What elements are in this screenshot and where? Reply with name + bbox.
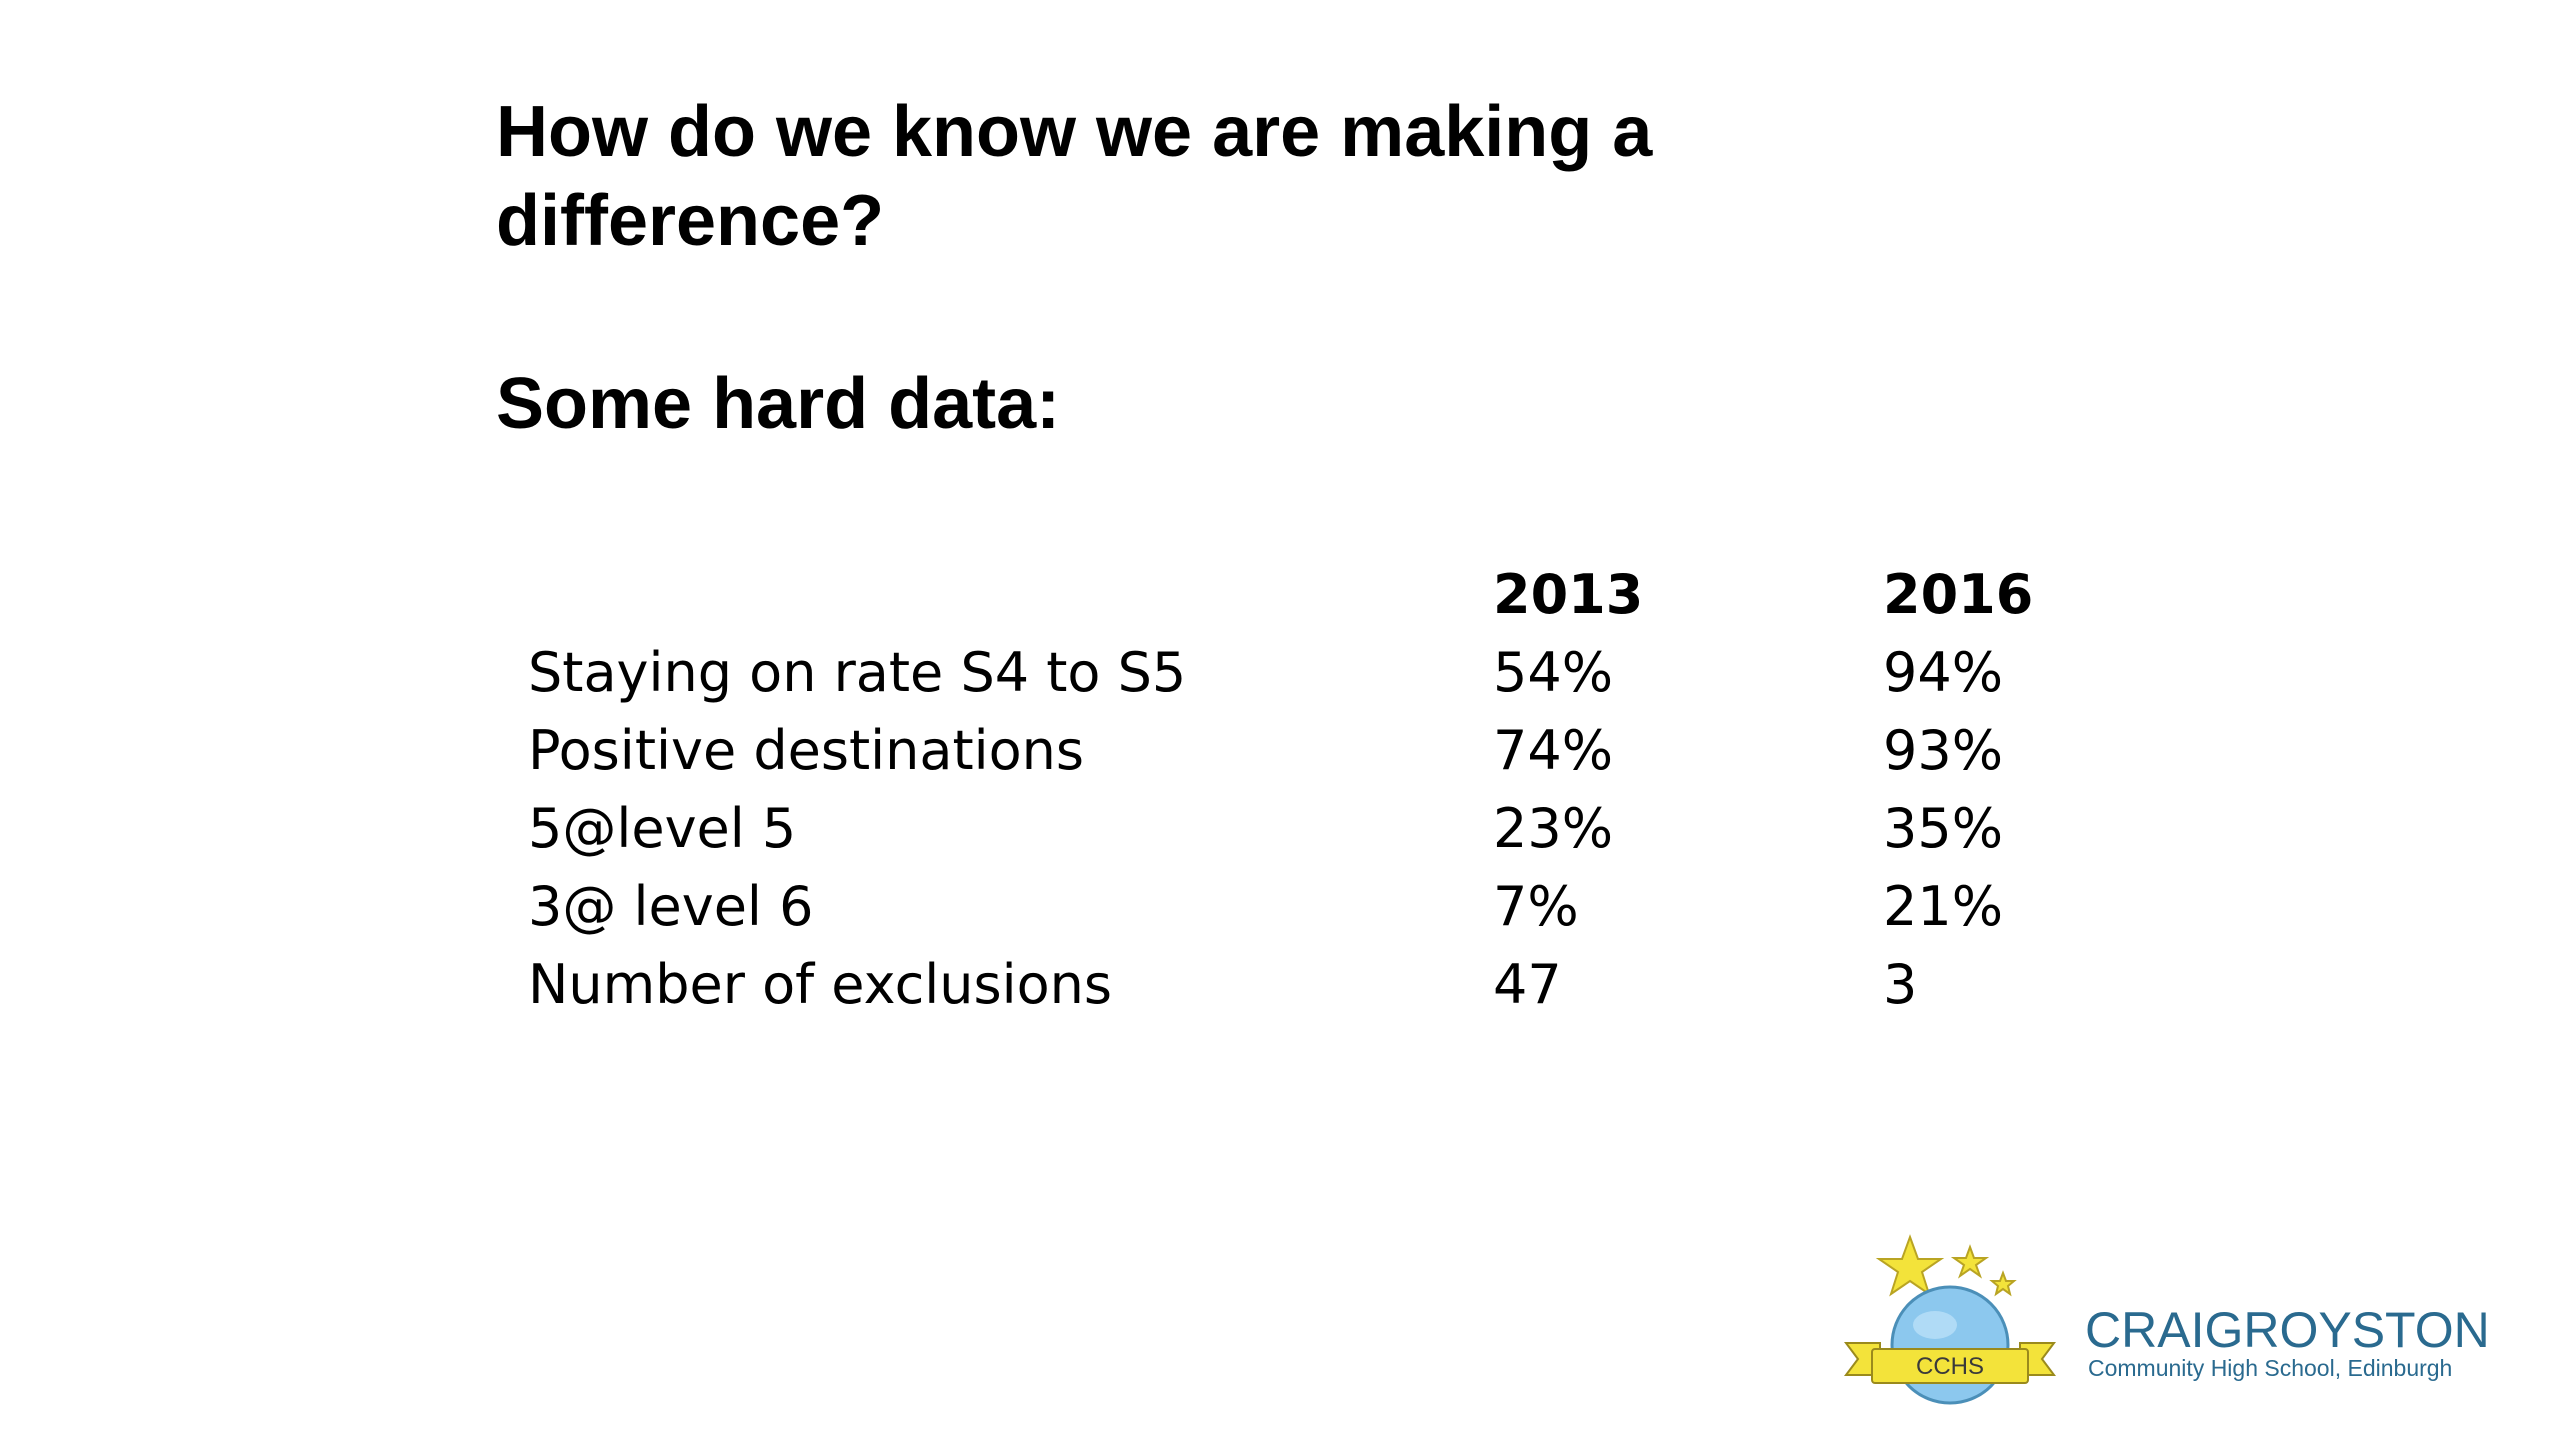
row-value-2016: 93% [1883, 718, 2004, 782]
row-label: 3@ level 6 [528, 874, 814, 938]
table-header-label [512, 555, 1493, 633]
data-table: 2013 2016 Staying on rate S4 to S5 54% 9… [512, 555, 2183, 1023]
row-value-2016: 94% [1883, 640, 2004, 704]
small-star-icon [1989, 1270, 2017, 1297]
row-value-2013: 7% [1493, 874, 1579, 938]
ribbon-banner [1871, 1348, 2029, 1384]
table-row: 3@ level 6 7% 21% [512, 867, 2183, 945]
badge-text: CCHS [1916, 1353, 1984, 1380]
row-label: Staying on rate S4 to S5 [528, 640, 1187, 704]
school-tagline: Community High School, Edinburgh [2088, 1355, 2453, 1381]
row-value-2013: 47 [1493, 952, 1562, 1016]
school-logo: CCHS CRAIGROYSTON Community High School,… [1840, 1225, 2500, 1415]
row-label: Number of exclusions [528, 952, 1113, 1016]
table-row: 5@level 5 23% 35% [512, 789, 2183, 867]
row-value-2013: 54% [1493, 640, 1614, 704]
slide-title: How do we know we are making a differenc… [496, 92, 1653, 261]
table-header-row: 2013 2016 [512, 555, 2183, 633]
row-label: 5@level 5 [528, 796, 797, 860]
row-value-2016: 3 [1883, 952, 1918, 1016]
school-name: CRAIGROYSTON [2085, 1302, 2490, 1358]
medium-star-icon [1950, 1244, 1990, 1279]
school-crest-icon: CCHS [1844, 1234, 2056, 1405]
row-value-2016: 21% [1883, 874, 2004, 938]
large-star-icon [1875, 1234, 1945, 1297]
table-header-2013: 2013 [1493, 562, 1644, 626]
row-value-2013: 74% [1493, 718, 1614, 782]
slide-subtitle: Some hard data: [496, 364, 1061, 444]
table-row: Number of exclusions 47 3 [512, 945, 2183, 1023]
row-label: Positive destinations [528, 718, 1085, 782]
row-value-2016: 35% [1883, 796, 2004, 860]
table-header-2016: 2016 [1883, 562, 2034, 626]
globe-icon [1890, 1285, 2010, 1405]
table-row: Positive destinations 74% 93% [512, 711, 2183, 789]
table-row: Staying on rate S4 to S5 54% 94% [512, 633, 2183, 711]
row-value-2013: 23% [1493, 796, 1614, 860]
